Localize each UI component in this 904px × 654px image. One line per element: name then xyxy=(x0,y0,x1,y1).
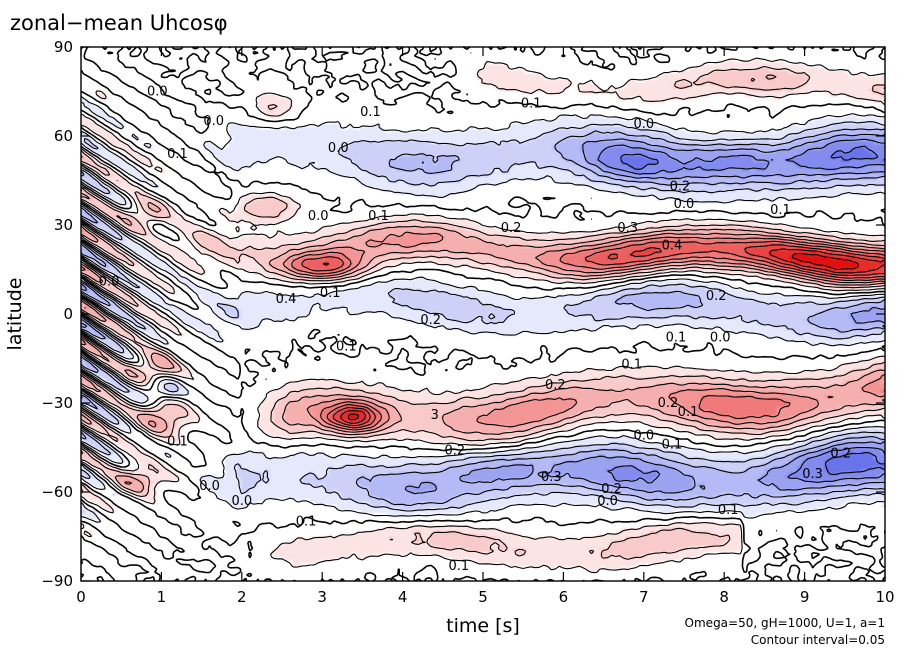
x-tick-label: 9 xyxy=(800,588,810,606)
contour-level-line xyxy=(80,57,886,574)
contour-value-label: 3 xyxy=(431,408,439,423)
contour-value-label: 0.1 xyxy=(336,340,357,355)
contour-value-label: 0.1 xyxy=(718,503,739,518)
contour-level-line xyxy=(620,145,886,476)
contour-value-label: 0.1 xyxy=(368,209,389,224)
contour-value-label: 0.1 xyxy=(360,105,381,120)
contour-level-line xyxy=(80,128,886,507)
contour-value-label: 0.2 xyxy=(601,482,622,497)
contour-value-label: 0.3 xyxy=(617,221,638,236)
contour-level-line xyxy=(301,240,886,429)
y-tick-label: −90 xyxy=(41,572,73,590)
y-tick-label: 60 xyxy=(54,127,73,145)
contour-lines xyxy=(80,46,886,582)
contour-value-label: 0.2 xyxy=(501,221,522,236)
y-tick-label: −60 xyxy=(41,483,73,501)
y-tick-label: 30 xyxy=(54,216,73,234)
contour-value-label: 0.0 xyxy=(203,114,224,129)
contour-value-label: 0.3 xyxy=(802,467,823,482)
contour-value-label: 0.0 xyxy=(199,479,220,494)
contour-value-label: 0.0 xyxy=(147,84,168,99)
contour-value-label: 0.1 xyxy=(167,147,188,162)
x-tick-label: 7 xyxy=(639,588,649,606)
y-tick-label: −30 xyxy=(41,394,73,412)
contour-level-line xyxy=(80,74,886,493)
y-axis: 90 60 30 0 −30 −60 −90 xyxy=(41,38,885,590)
y-tick-label: 0 xyxy=(63,305,73,323)
contour-value-label: 0.1 xyxy=(449,559,470,574)
contour-value-label: 0.2 xyxy=(706,289,727,304)
contour-level-line xyxy=(322,244,886,427)
contour-value-label: 0.1 xyxy=(621,357,642,372)
contour-level-line xyxy=(80,46,886,582)
contour-value-label: 0.1 xyxy=(662,438,683,453)
contour-level-line xyxy=(80,121,886,514)
contour-value-label: 0.1 xyxy=(678,405,699,420)
contour-value-label: 0.1 xyxy=(666,331,687,346)
contour-value-label: 0.1 xyxy=(320,286,341,301)
contour-value-label: 0.0 xyxy=(633,429,654,444)
contour-value-label: 0.0 xyxy=(308,209,329,224)
x-tick-label: 2 xyxy=(237,588,247,606)
x-tick-label: 8 xyxy=(719,588,729,606)
contour-value-label: 0.0 xyxy=(597,494,618,509)
contour-labels: 0.00.00.10.10.00.10.00.20.0 0.10.0 0.10.2 0… xyxy=(99,84,851,574)
contour-value-label: 0.2 xyxy=(670,179,691,194)
contour-value-label: 0.2 xyxy=(445,443,466,458)
contour-value-label: 0.1 xyxy=(296,515,317,530)
x-axis-label: time [s] xyxy=(446,615,520,637)
contour-value-label: 0.3 xyxy=(541,470,562,485)
contour-value-label: 0.1 xyxy=(167,435,188,450)
contour-value-label: 0.4 xyxy=(662,239,683,254)
contour-value-label: 0.4 xyxy=(276,292,297,307)
x-tick-label: 5 xyxy=(478,588,488,606)
contour-value-label: 0.0 xyxy=(633,117,654,132)
contour-value-label: 0.2 xyxy=(658,396,679,411)
contour-value-label: 0.0 xyxy=(231,494,252,509)
x-axis: 0 1 2 3 4 5 6 7 8 9 10 xyxy=(76,47,895,606)
contour-level-line xyxy=(340,248,886,424)
contour-value-label: 0.0 xyxy=(328,141,349,156)
contour-level-line xyxy=(347,252,859,421)
contour-value-label: 0.2 xyxy=(420,313,441,328)
contour-interval-note: Contour interval=0.05 xyxy=(751,633,885,647)
contour-level-line xyxy=(597,138,886,484)
parameters-note: Omega=50, gH=1000, U=1, a=1 xyxy=(685,616,885,630)
contour-value-label: 0.0 xyxy=(674,197,695,212)
contour-value-label: 0.0 xyxy=(99,274,120,289)
contour-level-line xyxy=(291,236,886,431)
contour-value-label: 0.2 xyxy=(830,446,851,461)
contour-value-label: 0.1 xyxy=(521,96,542,111)
x-tick-label: 1 xyxy=(157,588,167,606)
y-axis-label: latitude xyxy=(4,278,26,351)
x-tick-label: 10 xyxy=(875,588,894,606)
contour-value-label: 0.1 xyxy=(770,203,791,218)
x-tick-label: 4 xyxy=(398,588,408,606)
chart-title: zonal−mean Uhcosφ xyxy=(10,11,228,35)
x-tick-label: 3 xyxy=(317,588,327,606)
contour-value-label: 0.0 xyxy=(710,331,731,346)
contour-value-label: 0.2 xyxy=(545,378,566,393)
x-tick-label: 0 xyxy=(76,588,86,606)
y-tick-label: 90 xyxy=(54,38,73,56)
x-tick-label: 6 xyxy=(559,588,569,606)
